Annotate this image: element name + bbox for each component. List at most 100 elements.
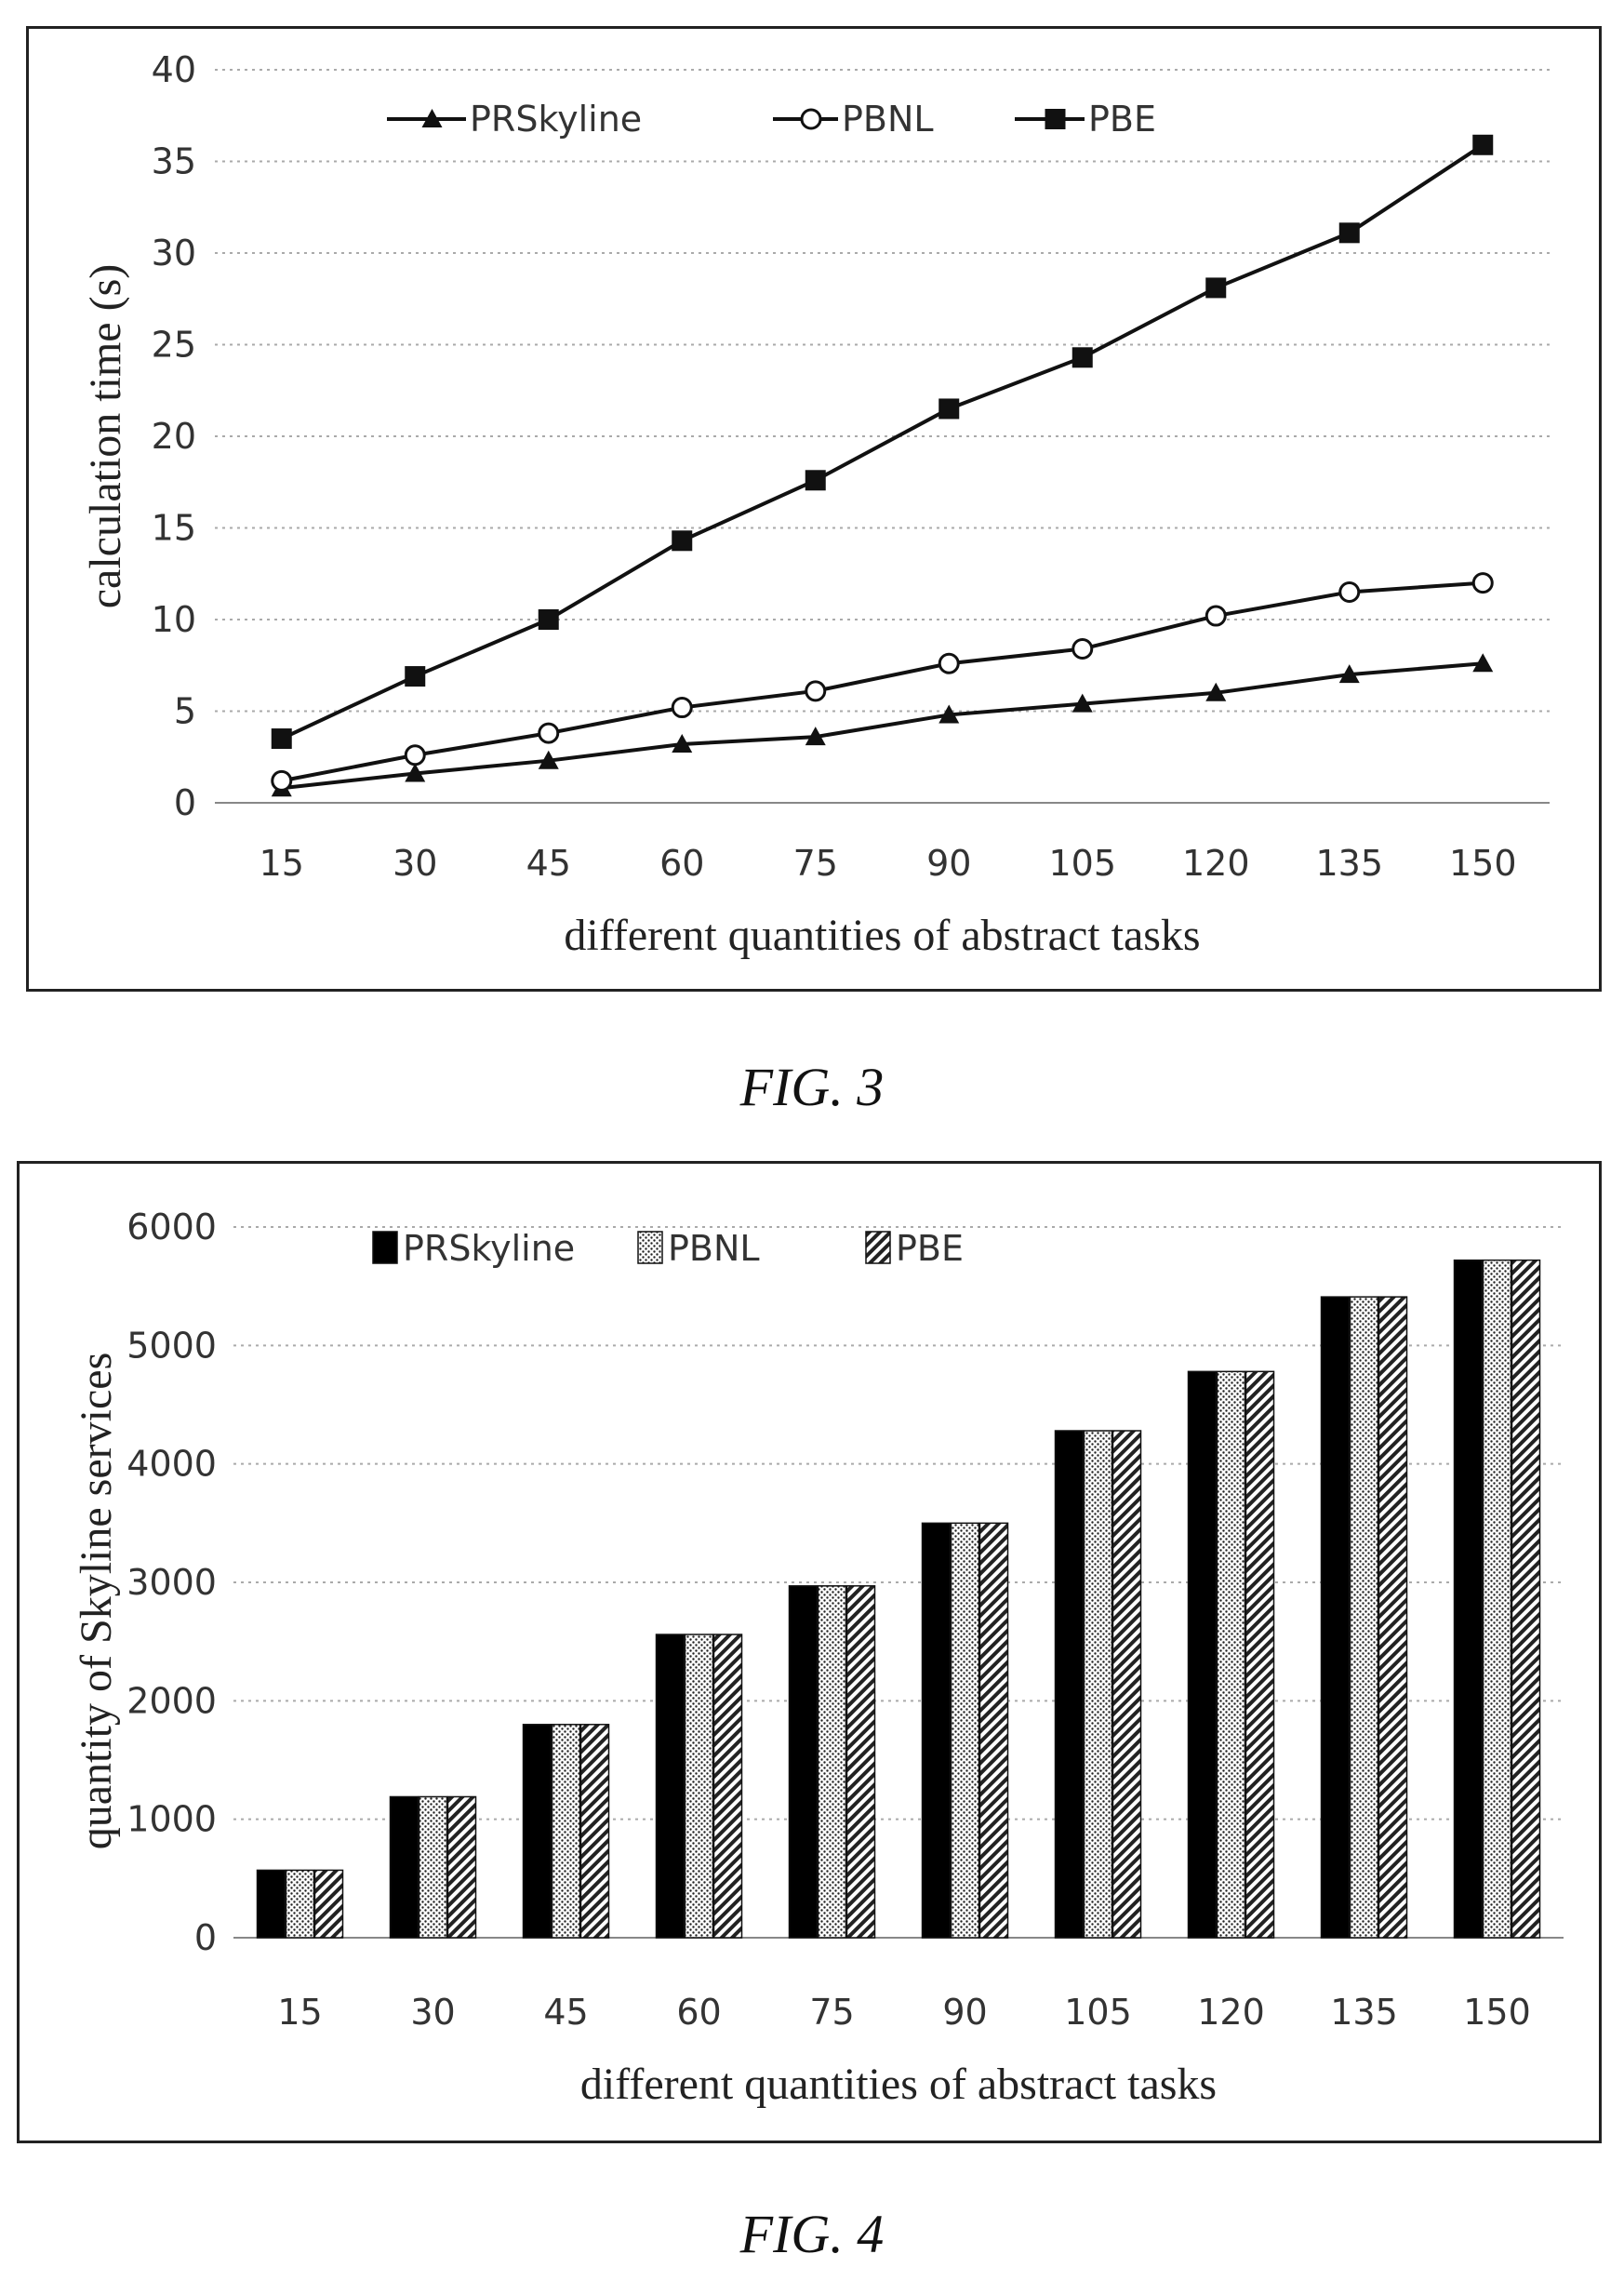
- bar: [1083, 1430, 1113, 1939]
- x-tick-label: 15: [260, 843, 304, 884]
- data-point: [1338, 580, 1361, 603]
- bar: [285, 1869, 315, 1939]
- bar: [788, 1585, 819, 1939]
- x-tick-label: 135: [1315, 843, 1383, 884]
- data-point: [938, 398, 960, 420]
- bar: [256, 1869, 286, 1939]
- fig4-bar-chart: 0 1000 2000 3000 4000 5000 6000 15 30 45 60 75 90 105…: [72, 1207, 1564, 2109]
- x-axis-title: different quantities of abstract tasks: [580, 2060, 1217, 2109]
- x-tick-label: 120: [1197, 1992, 1265, 2033]
- data-point: [805, 680, 827, 702]
- series-pbnl: [285, 1259, 1512, 1939]
- series-line: [281, 580, 1484, 783]
- data-point: [805, 470, 826, 491]
- legend-item-prskyline: PRSkyline: [372, 1228, 575, 1269]
- x-tick-label: 45: [543, 1992, 588, 2033]
- data-point: [1072, 638, 1094, 660]
- data-point: [405, 763, 426, 782]
- y-tick-label: 25: [152, 325, 196, 366]
- bar: [1453, 1259, 1484, 1939]
- bar: [446, 1795, 477, 1939]
- bar: [1245, 1370, 1275, 1939]
- fig4-caption: FIG. 4: [739, 2204, 885, 2264]
- legend-label: PBNL: [842, 99, 934, 140]
- y-tick-label: 2000: [126, 1680, 217, 1721]
- data-point: [1072, 693, 1093, 713]
- bar: [389, 1795, 419, 1939]
- fig3-caption: FIG. 3: [739, 1057, 885, 1117]
- data-point: [1338, 664, 1360, 684]
- legend-label: PBE: [1088, 99, 1156, 140]
- data-point: [1338, 222, 1360, 244]
- fig3-chart: 0 5 10 15 20 25 30 35 40 15 30 45 60 75 90 105 120 135 150…: [26, 26, 1602, 992]
- bar: [845, 1585, 876, 1939]
- x-tick-label: 90: [942, 1992, 987, 2033]
- y-tick-label: 20: [152, 416, 196, 457]
- y-tick-label: 15: [152, 508, 196, 549]
- y-tick-label: 40: [152, 49, 196, 90]
- bar: [1482, 1259, 1512, 1939]
- series-line: [281, 661, 1484, 791]
- bar: [522, 1724, 552, 1939]
- bar: [817, 1585, 847, 1939]
- x-tick-label: 135: [1330, 1992, 1398, 2033]
- bar: [978, 1522, 1009, 1939]
- y-tick-label: 35: [152, 141, 196, 182]
- data-point: [271, 769, 293, 792]
- fig3-line-chart: 0 5 10 15 20 25 30 35 40 15 30 45 60 75 90 105 120 135 150…: [81, 49, 1550, 960]
- data-point: [271, 728, 292, 750]
- x-tick-label: 30: [393, 843, 437, 884]
- series-prskyline: [271, 653, 1494, 797]
- legend-marker: [800, 108, 822, 130]
- x-axis-title: different quantities of abstract tasks: [564, 911, 1200, 960]
- bar: [1349, 1296, 1379, 1939]
- data-point: [938, 704, 960, 724]
- bar: [1187, 1370, 1218, 1939]
- x-tick-label: 150: [1463, 1992, 1531, 2033]
- data-point: [404, 744, 426, 767]
- x-tick-label: 15: [277, 1992, 322, 2033]
- legend-item-pbnl: PBNL: [773, 99, 934, 140]
- legend-label: PBE: [896, 1228, 964, 1269]
- x-tick-label: 60: [676, 1992, 721, 2033]
- x-tick-label: 75: [793, 843, 838, 884]
- bar: [579, 1724, 610, 1939]
- y-tick-label: 6000: [126, 1207, 217, 1247]
- bar: [1320, 1296, 1351, 1939]
- data-point: [671, 697, 693, 719]
- bar: [418, 1795, 448, 1939]
- bar: [655, 1634, 686, 1939]
- data-point: [538, 609, 559, 630]
- x-tick-label: 105: [1048, 843, 1116, 884]
- data-point: [1472, 653, 1494, 673]
- y-tick-label: 5000: [126, 1325, 217, 1366]
- bar: [551, 1724, 581, 1939]
- y-tick-label: 0: [194, 1917, 217, 1958]
- x-tick-label: 45: [526, 843, 571, 884]
- data-point: [1205, 605, 1227, 627]
- data-point: [538, 722, 560, 744]
- series-line: [280, 143, 1484, 740]
- y-tick-label: 10: [152, 599, 196, 640]
- legend-item-pbe: PBE: [865, 1228, 964, 1269]
- legend-label: PRSkyline: [470, 99, 642, 140]
- y-tick-label: 4000: [126, 1444, 217, 1485]
- data-point: [538, 750, 559, 769]
- data-point: [1472, 134, 1494, 155]
- legend-swatch: [372, 1231, 398, 1264]
- legend-label: PRSkyline: [403, 1228, 575, 1269]
- legend-label: PBNL: [668, 1228, 760, 1269]
- bar: [1112, 1430, 1142, 1939]
- bar: [313, 1869, 344, 1939]
- data-point: [1205, 277, 1227, 299]
- bar: [1054, 1430, 1085, 1939]
- bar: [921, 1522, 952, 1939]
- y-tick-label: 1000: [126, 1799, 217, 1840]
- y-axis-title: quantity of Skyline services: [72, 1353, 121, 1850]
- y-tick-label: 30: [152, 233, 196, 273]
- legend-swatch: [865, 1231, 891, 1264]
- data-point: [1205, 682, 1227, 701]
- legend-marker: [421, 109, 443, 127]
- data-point: [1072, 347, 1093, 368]
- y-tick-label: 0: [174, 782, 196, 823]
